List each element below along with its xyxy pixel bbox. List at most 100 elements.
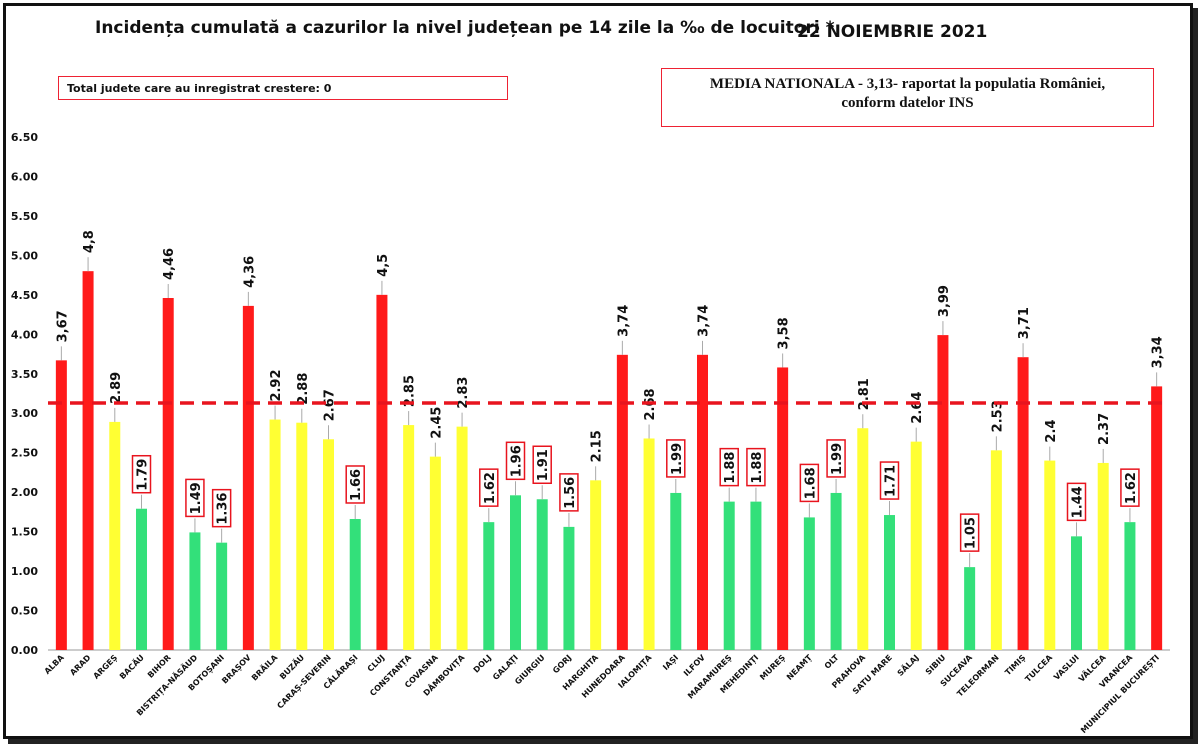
category-label: IAȘI (661, 653, 681, 673)
y-tick-label: 4.50 (11, 289, 38, 302)
category-label: ARAD (68, 653, 92, 677)
bar (723, 501, 735, 650)
y-tick-label: 6.50 (11, 131, 38, 144)
national-average-line2: conform datelor INS (841, 95, 974, 111)
bar (563, 526, 575, 650)
chart-title: Incidența cumulată a cazurilor la nivel … (95, 18, 835, 38)
bar (216, 542, 228, 650)
bar (1124, 522, 1136, 650)
data-label: 1.79 (136, 459, 151, 491)
data-label: 1.62 (1124, 472, 1139, 504)
data-label-box (559, 473, 579, 512)
bar (857, 428, 869, 650)
data-label: 2.53 (990, 400, 1005, 432)
bar (1017, 357, 1029, 650)
data-label-box (959, 513, 980, 552)
category-label: ARGEȘ (92, 653, 121, 682)
data-label: 2.37 (1097, 413, 1112, 445)
data-label-box (1066, 482, 1087, 522)
bar (296, 422, 308, 650)
data-label: 2.81 (857, 378, 872, 410)
data-label: 1.99 (830, 443, 845, 475)
bar (82, 271, 94, 650)
bar (750, 501, 762, 650)
category-label: TULCEA (1023, 652, 1054, 683)
data-label: 1.62 (483, 472, 498, 504)
data-label: 1.71 (884, 465, 899, 497)
data-label: 3,74 (697, 305, 712, 337)
data-label-box (345, 465, 365, 504)
data-label-box (211, 488, 232, 528)
bar (697, 354, 708, 650)
data-label: 2.89 (109, 372, 124, 404)
data-label: 2.92 (269, 369, 284, 401)
category-label: MUREȘ (758, 653, 788, 683)
data-label-box (719, 447, 739, 487)
data-label: 3,67 (55, 310, 70, 342)
data-label: 1.91 (536, 449, 551, 481)
bar (884, 515, 895, 650)
category-label: CLUJ (366, 653, 387, 674)
bar (937, 335, 949, 650)
category-label: SIBIU (924, 653, 948, 677)
bar (910, 441, 922, 650)
data-label: 1.44 (1071, 486, 1086, 518)
bar (670, 492, 682, 650)
category-label: OLT (823, 653, 841, 671)
data-label: 1.88 (723, 452, 738, 484)
y-tick-label: 0.00 (11, 644, 38, 657)
bar (777, 367, 789, 650)
data-label: 2.64 (910, 392, 925, 424)
data-label: 4,8 (82, 230, 97, 253)
bar (830, 492, 842, 650)
bar (1044, 460, 1056, 650)
bar (55, 360, 67, 650)
category-label: TIMIȘ (1003, 653, 1028, 678)
y-tick-label: 3.00 (11, 407, 38, 420)
bar (964, 567, 976, 650)
y-tick-label: 5.50 (11, 210, 38, 223)
y-tick-label: 1.00 (11, 565, 38, 578)
national-average-line1: MEDIA NATIONALA - 3,13- raportat la popu… (709, 76, 1106, 92)
data-label-box (532, 445, 552, 485)
data-label: 3,34 (1151, 336, 1166, 368)
y-tick-label: 0.50 (11, 605, 38, 618)
data-label-box (666, 439, 686, 478)
data-label: 1.96 (510, 445, 525, 477)
bar (403, 425, 415, 650)
data-label: 1.99 (670, 443, 685, 475)
data-label: 4,46 (162, 248, 177, 280)
bar (536, 499, 548, 650)
bar (1071, 536, 1082, 650)
category-label: BRAȘOV (220, 652, 254, 686)
bar (803, 517, 815, 650)
bar (242, 305, 254, 650)
info-box: Total judete care au inregistrat crester… (58, 76, 508, 100)
data-label: 2.67 (323, 389, 338, 421)
category-label: DOLJ (472, 653, 494, 675)
category-label: SĂLAJ (894, 652, 920, 678)
category-label: GORJ (551, 653, 573, 675)
data-label: 1.88 (750, 452, 765, 484)
data-label: 1.36 (216, 493, 231, 525)
category-label: BRĂILA (249, 651, 280, 682)
data-label-box (131, 454, 152, 494)
data-label-box (879, 461, 900, 500)
bar (162, 298, 174, 650)
y-tick-label: 3.50 (11, 368, 38, 381)
data-label: 3,71 (1017, 307, 1032, 339)
bar (456, 426, 468, 650)
y-tick-label: 2.00 (11, 486, 38, 499)
data-label: 1.66 (349, 469, 364, 501)
bar (590, 480, 602, 650)
data-label-box (479, 468, 499, 507)
bar (376, 294, 388, 650)
bar (1151, 386, 1163, 650)
chart-date: 22 NOIEMBRIE 2021 (797, 22, 988, 42)
data-label: 2.45 (429, 407, 444, 439)
data-label: 2.83 (456, 377, 471, 409)
bar (109, 421, 121, 650)
category-label: ILFOV (682, 652, 708, 678)
bar (990, 450, 1002, 650)
